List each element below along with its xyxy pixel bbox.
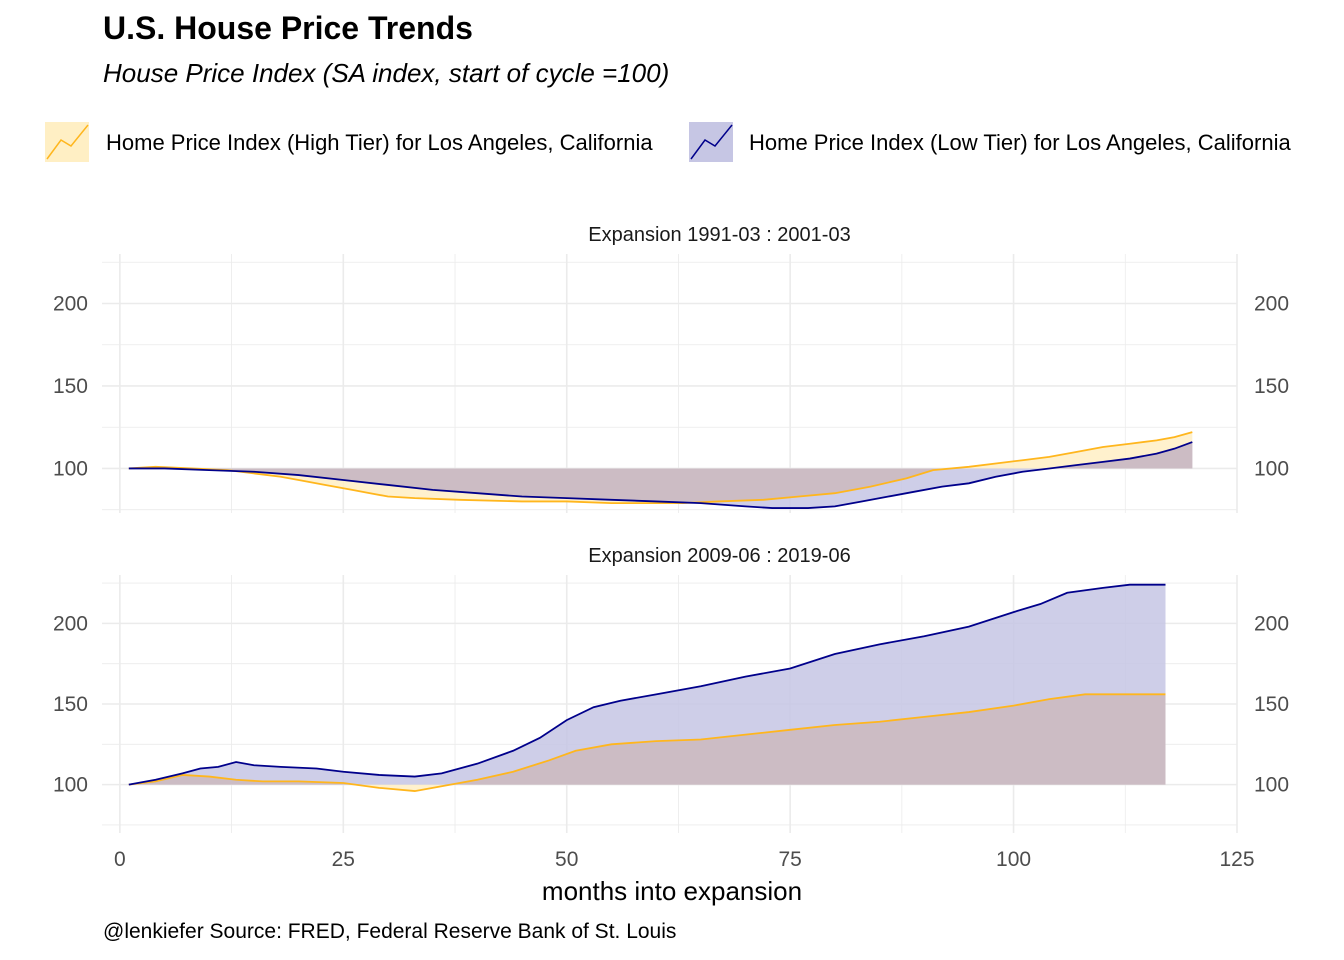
legend	[45, 122, 733, 162]
panel-title: Expansion 2009-06 : 2019-06	[588, 545, 850, 567]
y-tick-label-left: 100	[53, 457, 88, 480]
y-tick-label-left: 150	[53, 375, 88, 398]
y-tick-label-right: 100	[1254, 774, 1289, 797]
x-tick-label: 75	[778, 848, 801, 871]
chart-panels: Expansion 1991-03 : 2001-03 100 100 150 150 2…	[53, 224, 1289, 871]
series-line-low-tier	[128, 583, 1166, 786]
x-tick-label: 50	[555, 848, 578, 871]
panel-title: Expansion 1991-03 : 2001-03	[588, 224, 850, 246]
legend-key-high-tier	[45, 122, 89, 162]
y-tick-label-left: 200	[53, 292, 88, 315]
y-tick-label-right: 150	[1254, 693, 1289, 716]
y-tick-label-right: 200	[1254, 292, 1289, 315]
series-line-high-tier	[128, 693, 1166, 792]
x-tick-label: 0	[114, 848, 126, 871]
chart-title: U.S. House Price Trends	[103, 10, 473, 46]
y-tick-label-right: 150	[1254, 375, 1289, 398]
legend-label-high-tier: Home Price Index (High Tier) for Los Ang…	[106, 130, 653, 155]
y-tick-label-left: 200	[53, 612, 88, 635]
x-tick-label: 125	[1219, 848, 1254, 871]
series-line-low-tier	[128, 441, 1193, 509]
area-overlap	[128, 694, 1166, 785]
y-tick-label-right: 100	[1254, 457, 1289, 480]
y-tick-label-left: 150	[53, 693, 88, 716]
chart-subtitle: House Price Index (SA index, start of cy…	[103, 58, 670, 88]
panel-2: Expansion 2009-06 : 2019-06 100 100 150 150 2…	[53, 545, 1289, 871]
x-axis-title: months into expansion	[541, 876, 803, 906]
legend-label-low-tier: Home Price Index (Low Tier) for Los Ange…	[749, 130, 1291, 155]
panel-1: Expansion 1991-03 : 2001-03 100 100 150 150 2…	[53, 224, 1289, 513]
y-tick-label-right: 200	[1254, 612, 1289, 635]
area-overlap	[128, 442, 1193, 503]
x-tick-label: 100	[996, 848, 1031, 871]
x-tick-label: 25	[332, 848, 355, 871]
legend-key-low-tier	[689, 122, 733, 162]
chart-caption: @lenkiefer Source: FRED, Federal Reserve…	[103, 920, 677, 943]
y-tick-label-left: 100	[53, 774, 88, 797]
